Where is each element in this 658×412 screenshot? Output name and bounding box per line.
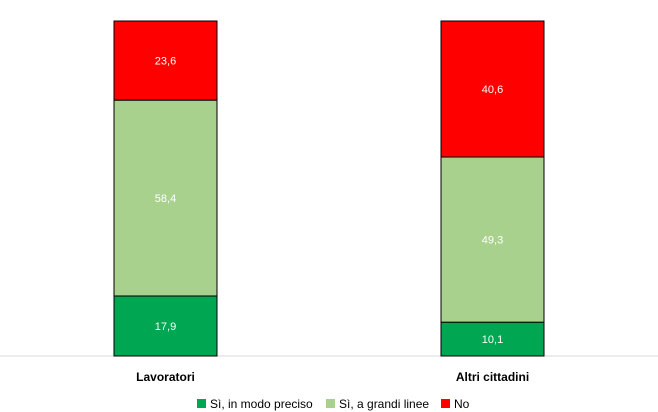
legend-label: Sì, in modo preciso	[210, 397, 313, 411]
legend-label: Sì, a grandi linee	[339, 397, 429, 411]
legend-swatch	[441, 399, 450, 408]
bar-segment	[440, 321, 545, 357]
category-labels-group: Lavoratori Altri cittadini	[136, 370, 529, 384]
data-label: 17,9	[155, 321, 176, 333]
bars-group	[113, 20, 545, 357]
data-labels-group: 17,9 58,4 23,6 10,1 49,3 40,6	[155, 56, 503, 347]
category-label: Lavoratori	[136, 370, 195, 384]
bar-segment	[440, 20, 545, 158]
bar-segment	[113, 295, 218, 357]
data-label: 58,4	[155, 193, 176, 205]
legend-swatch	[326, 399, 335, 408]
bar-segment	[113, 20, 218, 101]
data-label: 23,6	[155, 56, 176, 68]
bar-segment	[113, 99, 218, 297]
legend-label: No	[454, 397, 470, 411]
category-label: Altri cittadini	[456, 370, 529, 384]
data-label: 40,6	[482, 84, 503, 96]
legend: Sì, in modo preciso Sì, a grandi linee No	[197, 397, 470, 411]
bar-segment	[440, 156, 545, 323]
legend-swatch	[197, 399, 206, 408]
data-label: 10,1	[482, 334, 503, 346]
data-label: 49,3	[482, 235, 503, 247]
